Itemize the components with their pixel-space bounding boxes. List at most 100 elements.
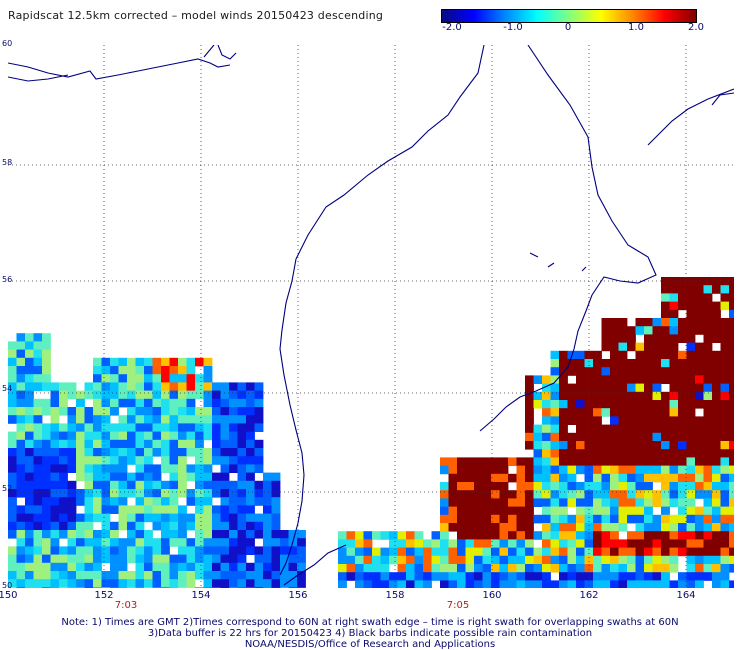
swath-cell	[110, 521, 119, 531]
swath-cell	[695, 580, 704, 588]
swath-cell	[25, 472, 34, 482]
swath-cell	[491, 564, 500, 573]
swath-cell	[229, 546, 238, 555]
swath-cell	[669, 408, 679, 417]
swath-cell	[542, 449, 551, 458]
colorbar-label-neg1: -1.0	[503, 22, 523, 33]
swath-cell	[550, 555, 560, 565]
swath-cell	[118, 497, 128, 506]
swath-cell	[542, 441, 551, 450]
swath-cell	[59, 407, 68, 416]
swath-cell	[550, 539, 560, 548]
swath-cell	[169, 366, 179, 375]
swath-cell	[152, 366, 162, 375]
swath-cell	[550, 465, 560, 475]
swath-cell	[618, 350, 628, 360]
swath-cell	[186, 464, 196, 473]
swath-cell	[525, 457, 534, 466]
swath-cell	[8, 505, 17, 514]
swath-cell	[186, 571, 196, 580]
wind-difference-map	[8, 45, 734, 588]
swath-cell	[610, 416, 619, 425]
swath-cell	[686, 383, 696, 393]
swath-cell	[635, 482, 645, 491]
swath-cell	[254, 579, 264, 588]
swath-cell	[686, 482, 696, 491]
swath-cell	[246, 398, 255, 408]
swath-cell	[474, 555, 483, 565]
swath-cell	[25, 448, 34, 457]
swath-cell	[627, 465, 636, 475]
swath-cell	[195, 456, 204, 465]
swath-cell	[584, 523, 594, 532]
swath-cell	[355, 580, 364, 588]
swath-cell	[338, 564, 347, 573]
swath-cell	[661, 547, 670, 557]
swath-cell	[720, 498, 730, 507]
swath-cell	[567, 408, 577, 417]
swath-cell	[363, 572, 373, 581]
swath-cell	[593, 457, 602, 466]
swath-cell	[195, 571, 204, 580]
swath-cell	[118, 538, 128, 547]
swath-cell	[669, 449, 679, 458]
swath-cell	[93, 448, 102, 457]
swath-cell	[601, 400, 611, 409]
swath-cell	[42, 546, 51, 555]
swath-cell	[499, 506, 509, 516]
swath-cell	[584, 416, 594, 425]
swath-cell	[423, 555, 432, 565]
swath-cell	[482, 514, 492, 524]
swath-cell	[627, 359, 636, 368]
swath-cell	[576, 490, 585, 499]
swath-cell	[16, 480, 26, 490]
swath-cell	[457, 572, 466, 581]
swath-cell	[203, 497, 213, 506]
swath-cell	[25, 407, 34, 416]
swath-cell	[212, 456, 221, 465]
swath-cell	[703, 326, 713, 335]
swath-cell	[516, 555, 526, 565]
swath-cell	[161, 415, 170, 424]
swath-cell	[297, 587, 306, 588]
swath-cell	[610, 391, 619, 401]
swath-cell	[110, 374, 119, 383]
swath-cell	[533, 391, 543, 401]
swath-cell	[440, 498, 449, 507]
swath-cell	[720, 473, 730, 483]
swath-cell	[678, 293, 687, 302]
swath-cell	[195, 431, 204, 441]
swath-cell	[474, 506, 483, 516]
swath-cell	[618, 539, 628, 548]
swath-cell	[110, 554, 119, 564]
swath-cell	[644, 473, 653, 483]
swath-cell	[720, 318, 730, 327]
swath-cell	[93, 382, 102, 391]
swath-cell	[610, 375, 619, 384]
swath-cell	[627, 424, 636, 434]
swath-cell	[712, 441, 721, 450]
swath-cell	[686, 449, 696, 458]
swath-cell	[712, 490, 721, 499]
swath-cell	[652, 408, 662, 417]
swath-cell	[601, 391, 611, 401]
swath-cell	[508, 490, 517, 499]
swath-cell	[195, 538, 204, 547]
swath-cell	[25, 489, 34, 498]
swath-cell	[110, 390, 119, 400]
swath-cell	[50, 464, 60, 473]
swath-cell	[101, 554, 111, 564]
swath-cell	[67, 448, 77, 457]
swath-cell	[135, 382, 145, 391]
swath-cell	[33, 554, 43, 564]
swath-cell	[186, 390, 196, 400]
swath-cell	[127, 431, 136, 441]
swath-cell	[644, 449, 653, 458]
swath-cell	[110, 423, 119, 432]
swath-cell	[101, 571, 111, 580]
swath-cell	[254, 497, 264, 506]
swath-cell	[246, 546, 255, 555]
swath-cell	[703, 441, 713, 450]
swath-cell	[246, 382, 255, 391]
swath-cell	[440, 514, 449, 524]
